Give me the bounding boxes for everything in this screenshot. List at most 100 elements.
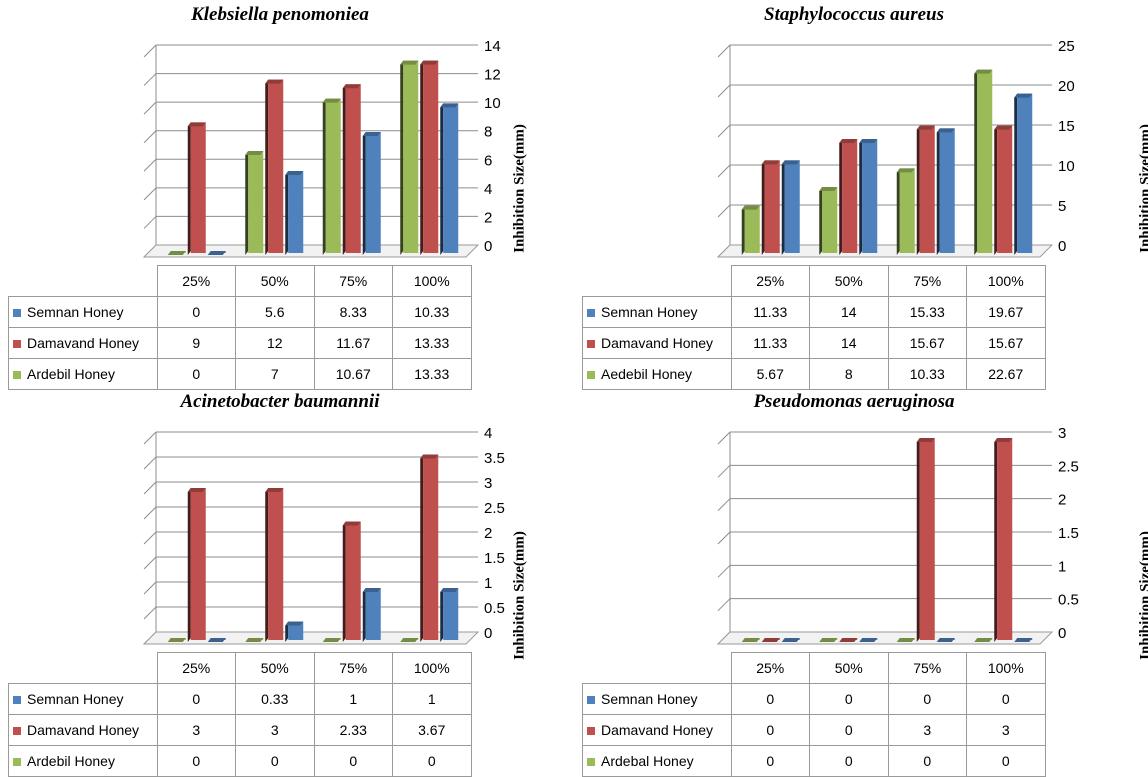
table-cell: 5.6 <box>236 297 315 328</box>
bar-ardebil <box>974 70 992 255</box>
y-tick-label: 4 <box>484 425 492 442</box>
y-tick-label: 2 <box>484 209 492 226</box>
y-tick-label: 2.5 <box>484 500 505 517</box>
bar-damavand <box>994 438 1012 642</box>
gridline-side <box>718 565 730 577</box>
gridline-side <box>144 457 156 469</box>
legend-entry: Semnan Honey <box>9 684 158 715</box>
x-tick-label: 100% <box>967 653 1046 684</box>
y-tick-label: 3.5 <box>484 450 505 467</box>
gridline-side <box>144 482 156 494</box>
legend-key-icon <box>13 340 21 348</box>
table-corner <box>583 266 732 297</box>
bar-semnan <box>363 132 381 255</box>
gridline-side <box>144 45 156 57</box>
gridline-side <box>144 432 156 444</box>
table-cell: 10.67 <box>314 359 393 390</box>
table-cell: 0 <box>731 684 810 715</box>
bar-ardebil <box>245 151 263 255</box>
y-axis-label: Inhibition Size(mm) <box>512 496 529 696</box>
gridline-side <box>144 557 156 569</box>
y-tick-label: 2 <box>1058 492 1066 509</box>
legend-key-icon <box>587 309 595 317</box>
legend-entry: Aedebil Honey <box>583 359 732 390</box>
y-tick-label: 1 <box>1058 558 1066 575</box>
legend-entry: Damavand Honey <box>9 715 158 746</box>
y-axis-label: Inhibition Size(mm) <box>1138 496 1148 696</box>
table-cell: 9 <box>157 328 236 359</box>
y-tick-label: 2 <box>484 525 492 542</box>
bar-ardebil <box>974 638 992 642</box>
bar-damavand <box>917 438 935 642</box>
bar-semnan <box>937 128 955 255</box>
bar-semnan <box>440 103 458 255</box>
table-cell: 0 <box>157 359 236 390</box>
bar-semnan <box>782 638 800 642</box>
y-tick-label: 0 <box>484 625 492 642</box>
table-cell: 5.67 <box>731 359 810 390</box>
bar-damavand <box>839 638 857 642</box>
table-cell: 12 <box>236 328 315 359</box>
gridline-side <box>144 607 156 619</box>
table-cell: 0 <box>236 746 315 777</box>
y-tick-label: 3 <box>1058 425 1066 442</box>
table-cell: 22.67 <box>967 359 1046 390</box>
bar-damavand <box>762 638 780 642</box>
table-cell: 0 <box>810 746 889 777</box>
y-tick-label: 1.5 <box>1058 525 1079 542</box>
x-tick-label: 50% <box>810 266 889 297</box>
gridline-side <box>144 507 156 519</box>
y-tick-label: 0 <box>1058 238 1066 255</box>
table-cell: 11.67 <box>314 328 393 359</box>
table-cell: 3 <box>888 715 967 746</box>
x-tick-label: 25% <box>731 653 810 684</box>
bar-damavand <box>343 522 361 643</box>
table-cell: 15.67 <box>967 328 1046 359</box>
bar-semnan <box>782 160 800 255</box>
series-name: Ardebal Honey <box>601 753 694 769</box>
gridline-side <box>144 102 156 114</box>
gridline-side <box>718 205 730 217</box>
bar-ardebil <box>819 187 837 255</box>
table-cell: 0 <box>393 746 472 777</box>
bar-ardebil <box>897 638 915 642</box>
plot-area: 00.511.522.53 <box>574 387 1148 657</box>
x-tick-label: 50% <box>236 266 315 297</box>
y-tick-label: 5 <box>1058 198 1066 215</box>
legend-entry: Damavand Honey <box>583 328 732 359</box>
series-name: Semnan Honey <box>601 304 698 320</box>
y-tick-label: 1 <box>484 575 492 592</box>
bar-ardebil <box>742 206 760 255</box>
y-tick-label: 1.5 <box>484 550 505 567</box>
y-axis-label: Inhibition Size(mm) <box>1138 89 1148 289</box>
bar-ardebil <box>323 99 341 255</box>
gridline-side <box>718 599 730 611</box>
legend-key-icon <box>587 727 595 735</box>
y-tick-label: 12 <box>484 67 501 84</box>
table-cell: 0 <box>888 746 967 777</box>
gridline-side <box>718 45 730 57</box>
legend-key-icon <box>587 696 595 704</box>
bar-ardebil <box>400 61 418 255</box>
bar-ardebil <box>168 638 186 642</box>
y-tick-label: 0 <box>1058 625 1066 642</box>
table-cell: 0 <box>967 746 1046 777</box>
series-name: Damavand Honey <box>601 335 713 351</box>
legend-key-icon <box>587 340 595 348</box>
bar-semnan <box>440 588 458 642</box>
gridline-side <box>718 465 730 477</box>
bar-ardebil <box>819 638 837 642</box>
bar-semnan <box>285 171 303 255</box>
bar-damavand <box>420 455 438 643</box>
x-tick-label: 25% <box>157 653 236 684</box>
table-cell: 10.33 <box>888 359 967 390</box>
